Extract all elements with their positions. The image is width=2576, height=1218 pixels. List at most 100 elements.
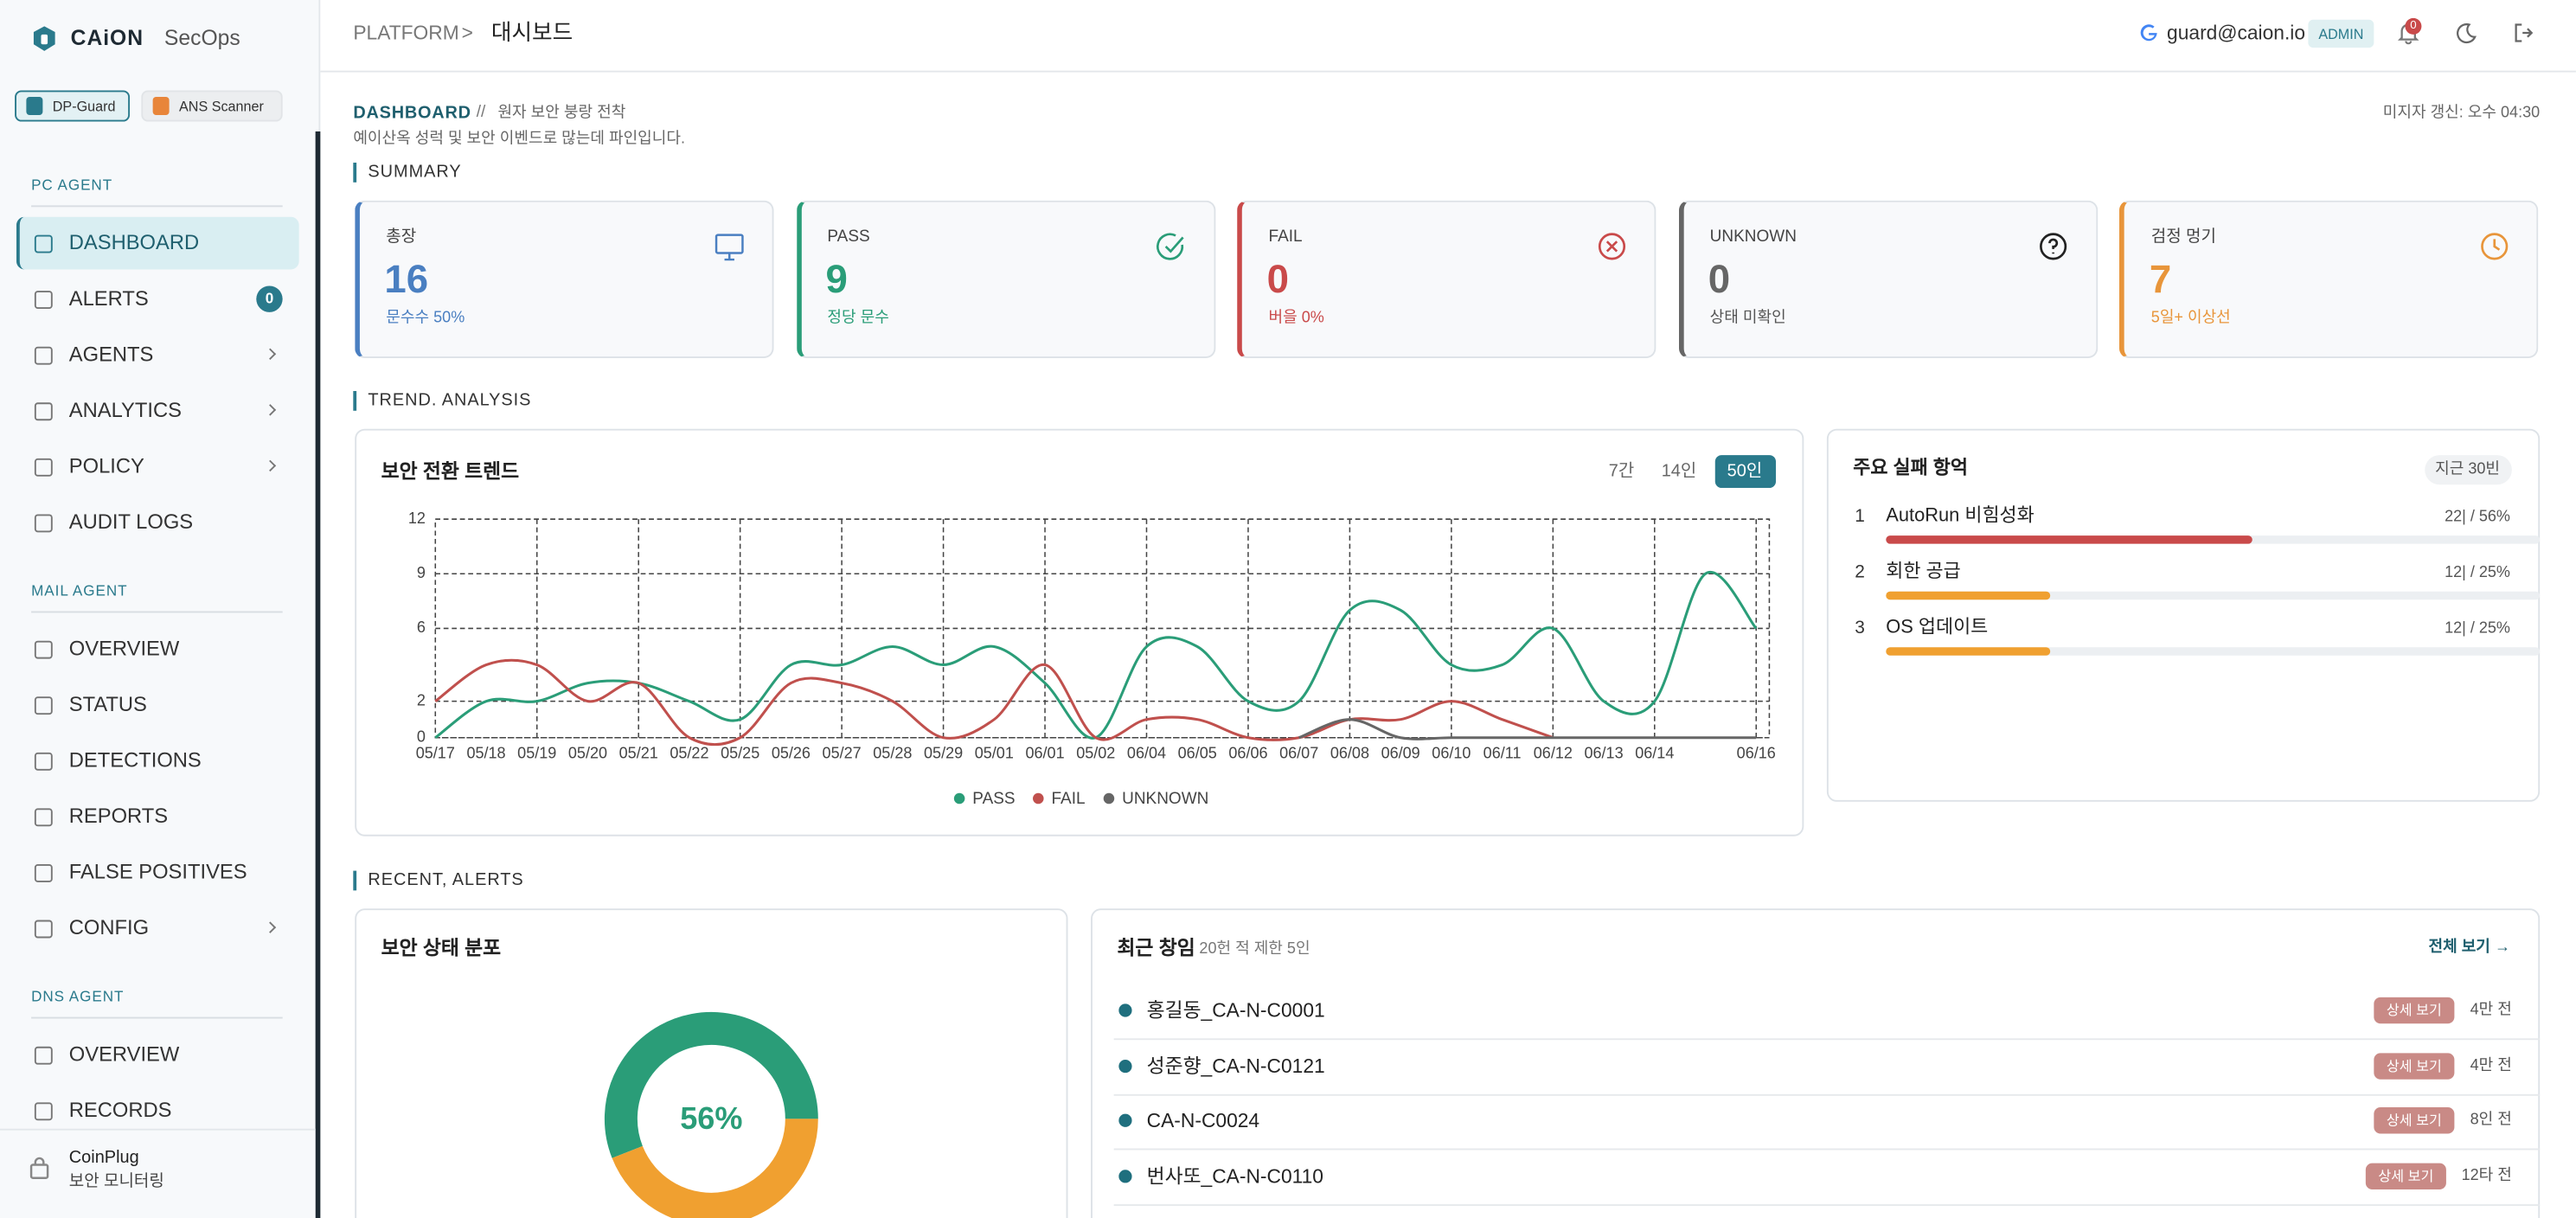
sidebar-footer	[0, 1128, 316, 1218]
detail-label: 상세 보기	[2386, 1112, 2442, 1130]
nav-icon	[34, 513, 53, 532]
nav-icon	[34, 234, 53, 253]
recent-card	[1091, 908, 2541, 1218]
nav-badge	[256, 285, 283, 312]
footer-org: CoinPlug	[68, 1148, 139, 1168]
nav-item[interactable]: CONFIG	[68, 916, 150, 939]
card-note: 상태 미확인	[1709, 309, 1786, 328]
brand-name: CAiON	[70, 25, 144, 50]
card-label: 검정 멍기	[2150, 228, 2216, 247]
card-label: PASS	[827, 228, 870, 247]
failure-track	[1886, 647, 2541, 656]
nav-item[interactable]: STATUS	[68, 692, 147, 716]
status-dot	[1118, 1170, 1132, 1183]
summary-card	[355, 200, 774, 359]
page-title: DASHBOARD	[353, 103, 471, 123]
theme-icon[interactable]	[2454, 22, 2477, 45]
footer-caption: 보안 모니터링	[68, 1173, 164, 1191]
role-label: ADMIN	[2318, 24, 2364, 42]
failure-name: 회한 공급	[1886, 562, 1961, 582]
range-button[interactable]: 50인	[1727, 461, 1763, 481]
nav-item[interactable]: ANALYTICS	[68, 399, 182, 422]
header	[320, 0, 2576, 73]
tab-icon	[152, 97, 170, 115]
section-title: MAIL AGENT	[31, 582, 128, 599]
trend-card	[355, 428, 1804, 837]
nav-item[interactable]: DASHBOARD	[68, 231, 200, 254]
card-label: FAIL	[1268, 228, 1303, 247]
section-accent	[353, 163, 357, 183]
detail-label: 상세 보기	[2386, 1002, 2442, 1019]
card-value: 0	[1708, 258, 1731, 303]
chart-title: 보안 전환 트렌드	[381, 459, 520, 484]
section-rule	[31, 1016, 283, 1019]
range-button[interactable]: 7간	[1608, 461, 1635, 481]
card-value: 7	[2149, 258, 2172, 303]
nav-item[interactable]: POLICY	[68, 454, 144, 478]
nav-item[interactable]: RECORDS	[68, 1099, 172, 1122]
detail-button[interactable]	[2374, 1107, 2455, 1135]
section-heading: RECENT, ALERTS	[368, 870, 524, 890]
tab-icon	[26, 97, 43, 115]
nav-item[interactable]: FALSE POSITIVES	[68, 860, 247, 884]
range-active[interactable]	[1714, 455, 1777, 489]
failure-rank: 3	[1855, 619, 1865, 638]
detail-button[interactable]	[2365, 1163, 2446, 1190]
detail-label: 상세 보기	[2386, 1057, 2442, 1074]
period-label: 지근 30빈	[2435, 460, 2501, 479]
nav-item[interactable]: ALERTS	[68, 286, 149, 311]
failure-rank: 2	[1855, 562, 1865, 583]
section-heading: TREND. ANALYSIS	[368, 389, 532, 410]
failure-name: AutoRun 비힘성화	[1886, 506, 2035, 527]
nav-icon	[34, 401, 53, 420]
page-description: 예이산옥 성럭 및 보안 이벤드로 많는데 파인입니다.	[353, 130, 686, 149]
row-separator	[1113, 1149, 2541, 1151]
tab-label: ANS Scanner	[179, 97, 264, 114]
card-note: 5일+ 이상선	[2150, 309, 2231, 328]
card-label: UNKNOWN	[1709, 228, 1797, 247]
nav-item[interactable]: REPORTS	[68, 805, 169, 828]
section-title: DNS AGENT	[31, 988, 125, 1005]
breadcrumb: PLATFORM	[353, 21, 459, 45]
brand-logo	[33, 26, 55, 51]
recent-subtitle: 20헌 적 제한 5인	[1199, 939, 1310, 958]
tab-label: DP-Guard	[52, 97, 116, 114]
product-name: SecOps	[163, 25, 240, 50]
logout-icon[interactable]	[2512, 22, 2535, 45]
failure-rank: 1	[1855, 506, 1865, 527]
detail-button[interactable]	[2374, 997, 2455, 1024]
last-updated: 미지자 갱신: 오수 04:30	[2382, 104, 2541, 123]
failure-bar	[1886, 535, 2252, 544]
detail-button[interactable]	[2374, 1052, 2455, 1080]
nav-badge-count: 0	[265, 290, 274, 307]
view-all-link[interactable]: 전체 보기 →	[2428, 938, 2510, 957]
nav-item[interactable]: OVERVIEW	[68, 1042, 180, 1067]
section-title: PC AGENT	[31, 176, 113, 194]
card-value: 16	[384, 258, 429, 303]
nav-item[interactable]: AGENTS	[68, 343, 154, 367]
nav-item[interactable]: AUDIT LOGS	[68, 510, 194, 534]
google-icon	[2140, 24, 2157, 42]
card-value: 0	[1266, 258, 1290, 303]
agent-name: CA-N-C0024	[1146, 1109, 1260, 1133]
summary-card	[2119, 200, 2540, 359]
failure-bar	[1886, 647, 2050, 656]
failure-name: OS 업데이트	[1886, 618, 1989, 638]
alert-time: 4만 전	[2470, 1056, 2512, 1074]
range-button[interactable]: 14인	[1661, 461, 1697, 481]
alert-time: 12타 전	[2461, 1167, 2512, 1185]
failure-count: 22| / 56%	[2445, 508, 2510, 527]
row-separator	[1113, 1038, 2541, 1041]
footer-icon	[29, 1157, 49, 1179]
nav-icon	[34, 696, 53, 715]
nav-item[interactable]: OVERVIEW	[68, 637, 180, 661]
card-note: 버을 0%	[1268, 309, 1324, 328]
card-note: 문수수 50%	[386, 309, 465, 328]
nav-icon	[34, 1045, 53, 1064]
breadcrumb-separator: >	[461, 21, 473, 45]
nav-active	[16, 216, 299, 270]
nav-item[interactable]: DETECTIONS	[68, 748, 202, 772]
alert-time: 8인 전	[2470, 1112, 2512, 1130]
